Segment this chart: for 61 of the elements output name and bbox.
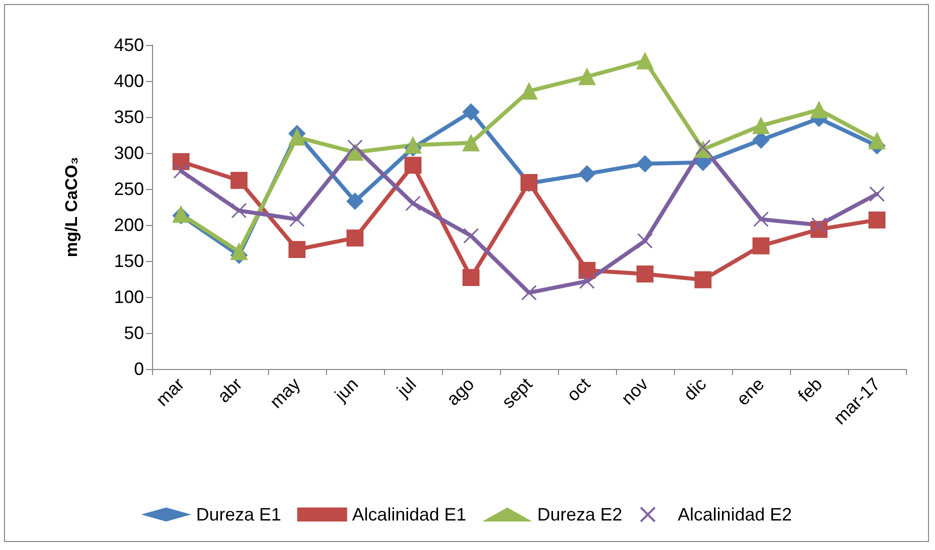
x-tick-label: dic	[680, 374, 710, 404]
point	[868, 132, 886, 150]
point	[289, 211, 305, 227]
point	[346, 144, 364, 161]
point	[347, 139, 363, 155]
point	[346, 192, 364, 210]
y-tick-label: 450	[114, 35, 144, 55]
point	[346, 229, 364, 246]
y-tick-label: 0	[134, 359, 144, 379]
point	[636, 52, 654, 70]
point	[230, 243, 248, 260]
x-tick-label: mar	[152, 374, 188, 410]
x-tick-label: nov	[617, 374, 652, 409]
point	[636, 155, 654, 172]
x-tick-label: ago	[442, 374, 478, 410]
x-tick-label: may	[266, 374, 304, 412]
point	[230, 172, 248, 189]
point	[752, 237, 770, 254]
point	[404, 156, 422, 174]
point	[695, 139, 711, 155]
x-tick-label: sept	[498, 374, 536, 412]
y-tick-label: 300	[114, 143, 144, 163]
y-tick-label: 350	[114, 107, 144, 127]
legend-label: Dureza E2	[537, 504, 622, 524]
x-tick-label: feb	[794, 374, 826, 406]
point	[810, 101, 828, 118]
point	[811, 217, 827, 233]
legend-label: Alcalinidad E2	[678, 504, 792, 524]
point	[694, 271, 712, 288]
y-tick-label: 250	[114, 179, 144, 199]
y-tick-label: 400	[114, 71, 144, 91]
x-tick-label: jun	[330, 374, 362, 406]
x-tick-label: ene	[732, 374, 768, 410]
point	[579, 273, 595, 289]
y-tick-label: 150	[114, 251, 144, 271]
point	[869, 186, 885, 202]
point	[868, 211, 886, 228]
point	[520, 82, 538, 100]
point	[288, 240, 306, 258]
x-tick-label: oct	[562, 374, 594, 406]
point	[636, 265, 654, 282]
x-tick-label: abr	[214, 374, 246, 406]
y-tick-label: 200	[114, 215, 144, 235]
y-axis-title: mg/L CaCO₃	[62, 156, 81, 258]
point	[578, 165, 596, 182]
point	[462, 269, 480, 286]
y-tick-label: 100	[114, 287, 144, 307]
point	[752, 117, 770, 134]
point	[288, 128, 306, 146]
point	[521, 284, 537, 300]
y-tick-label: 50	[124, 323, 144, 343]
point	[753, 211, 769, 227]
point	[578, 68, 596, 86]
legend-label: Dureza E1	[196, 504, 282, 524]
legend-label: Alcalinidad E1	[352, 504, 466, 524]
x-tick-label: jul	[392, 374, 420, 402]
point	[173, 163, 189, 179]
point	[578, 262, 596, 279]
point	[231, 202, 247, 218]
point	[462, 134, 480, 152]
point	[462, 103, 480, 120]
